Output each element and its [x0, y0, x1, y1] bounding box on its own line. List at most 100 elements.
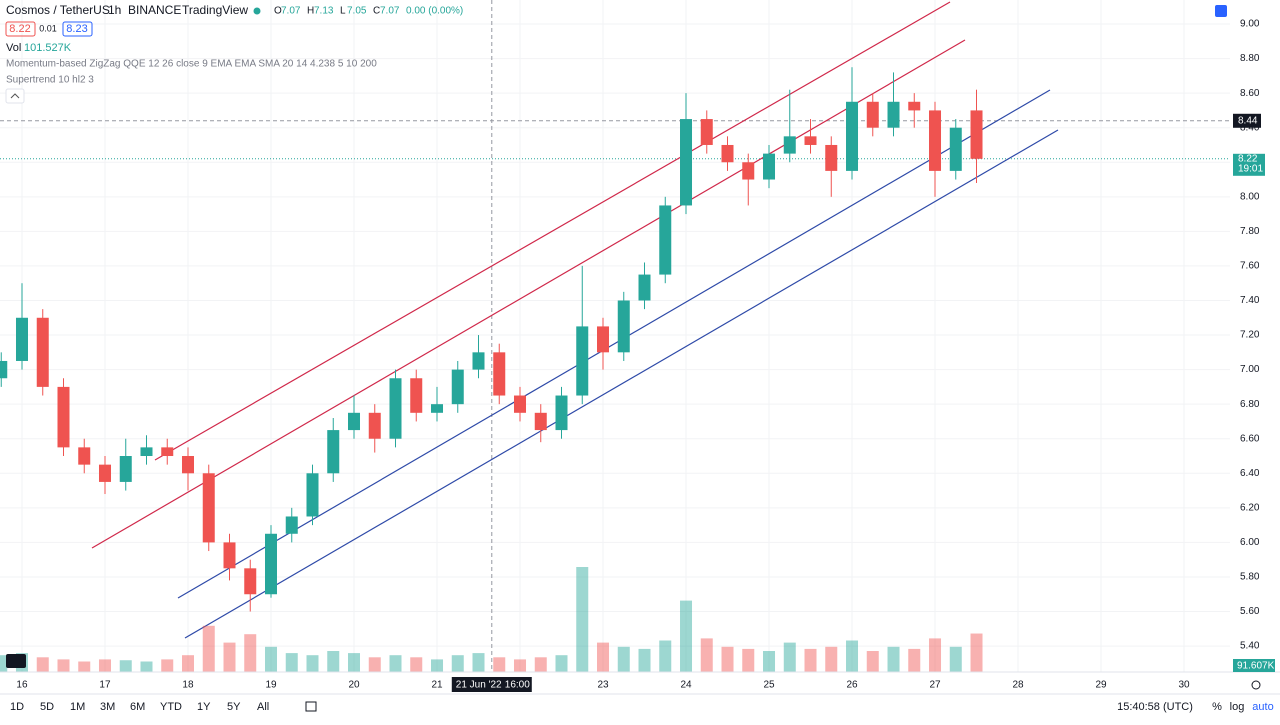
- volume-bar: [431, 659, 444, 672]
- candle-body: [472, 352, 485, 370]
- volume-bar: [638, 648, 651, 672]
- volume-bar: [57, 659, 70, 672]
- range-button[interactable]: All: [257, 701, 269, 713]
- y-tick-label: 9.00: [1240, 19, 1260, 30]
- x-tick-label: 23: [597, 680, 609, 691]
- range-button[interactable]: 3M: [100, 701, 115, 713]
- price-tag-box: [1233, 153, 1265, 176]
- candle-body: [161, 447, 174, 457]
- candle-body: [285, 516, 298, 534]
- volume-bar: [410, 657, 423, 672]
- candle-body: [410, 378, 423, 413]
- range-button[interactable]: 5D: [40, 701, 54, 713]
- volume-bar: [327, 651, 340, 672]
- volume-bar: [244, 634, 257, 672]
- candle-body: [223, 542, 236, 569]
- source: TradingView: [182, 3, 248, 17]
- candle-body: [617, 300, 630, 353]
- candle-body: [929, 110, 942, 171]
- volume-bar: [887, 646, 900, 672]
- volume-bar: [825, 646, 838, 672]
- ohlc-value: 7.05: [347, 6, 367, 17]
- range-button[interactable]: 1M: [70, 701, 85, 713]
- ohlc-key: O: [274, 6, 282, 17]
- range-button[interactable]: 1Y: [197, 701, 211, 713]
- y-tick-label: 5.80: [1240, 572, 1260, 583]
- y-tick-label: 8.80: [1240, 53, 1260, 64]
- candle-body: [949, 127, 962, 171]
- candle-body: [638, 274, 651, 301]
- volume-bar: [265, 646, 278, 672]
- axis-settings[interactable]: [1251, 680, 1261, 690]
- crosshair-price-box: [1233, 113, 1261, 128]
- channel-line: [177, 89, 1051, 599]
- candle-body: [78, 447, 91, 465]
- volume-bar: [866, 651, 879, 672]
- candle-body: [763, 153, 776, 180]
- channel-drawings: [91, 1, 1059, 639]
- volume-bar: [534, 657, 547, 672]
- date-range-button[interactable]: [305, 701, 317, 712]
- ask: 8.23: [66, 23, 87, 35]
- channel-line: [91, 39, 966, 549]
- y-tick-label: 6.80: [1240, 399, 1260, 410]
- ask-box[interactable]: [62, 21, 93, 37]
- volume-bar: [223, 642, 236, 672]
- crosshair-time: 21 Jun '22: [456, 680, 502, 691]
- candle-body: [265, 533, 278, 595]
- candle-body: [700, 119, 713, 145]
- volume-bar: [908, 648, 921, 672]
- y-tick-label: 7.00: [1240, 364, 1260, 375]
- range-button[interactable]: YTD: [160, 701, 182, 713]
- volume-bar: [555, 655, 568, 672]
- volume-bar: [78, 661, 91, 672]
- y-tick-label: 7.60: [1240, 261, 1260, 272]
- log-toggle[interactable]: log: [1230, 701, 1245, 713]
- candle-body: [327, 430, 340, 474]
- volume-tag-box: [1233, 659, 1275, 672]
- candle-body: [493, 352, 506, 396]
- auto-toggle[interactable]: auto: [1252, 701, 1273, 713]
- candle-body: [846, 101, 859, 171]
- range-button[interactable]: 6M: [130, 701, 145, 713]
- x-tick-label: 21: [431, 680, 443, 691]
- candle-body: [202, 473, 215, 543]
- candle-body: [306, 473, 319, 517]
- volume-bar: [140, 661, 153, 672]
- candle-body: [140, 447, 153, 457]
- candle-body: [783, 136, 796, 154]
- volume-bar: [285, 653, 298, 672]
- volume-bar: [949, 646, 962, 672]
- volume-bar: [929, 638, 942, 672]
- percent-toggle[interactable]: %: [1212, 701, 1222, 713]
- volume-bar: [659, 640, 672, 672]
- x-tick-label: 25: [763, 680, 775, 691]
- candle-body: [431, 404, 444, 413]
- range-button[interactable]: 1D: [10, 701, 24, 713]
- settings-icon[interactable]: [1215, 5, 1227, 17]
- x-tick-label: 17: [99, 680, 111, 691]
- candle-body: [804, 136, 817, 145]
- indicator[interactable]: Supertrend 10 hl2 3: [6, 75, 94, 86]
- price-countdown: 19:01: [1238, 163, 1263, 174]
- volume-bar: [597, 642, 610, 672]
- collapse-button[interactable]: [5, 88, 25, 104]
- vol-label: Vol: [6, 42, 21, 54]
- volume-bar: [98, 659, 111, 672]
- volume-bar: [742, 648, 755, 672]
- volume-bar: [119, 660, 132, 672]
- candle-body: [514, 395, 527, 413]
- indicator[interactable]: Momentum-based ZigZag QQE 12 26 close 9 …: [6, 59, 377, 70]
- range-button[interactable]: 5Y: [227, 701, 241, 713]
- x-tick-label: 26: [846, 680, 858, 691]
- ohlc-value: 7.07: [281, 6, 301, 17]
- y-tick-label: 6.20: [1240, 502, 1260, 513]
- volume-bar: [348, 653, 361, 672]
- x-tick-label: 30: [1178, 680, 1190, 691]
- interval: 1h: [108, 3, 121, 17]
- candle-body: [389, 378, 402, 439]
- x-tick-label: 29: [1095, 680, 1107, 691]
- price-tag: 8.22: [1238, 153, 1258, 164]
- bid-box[interactable]: [5, 21, 36, 37]
